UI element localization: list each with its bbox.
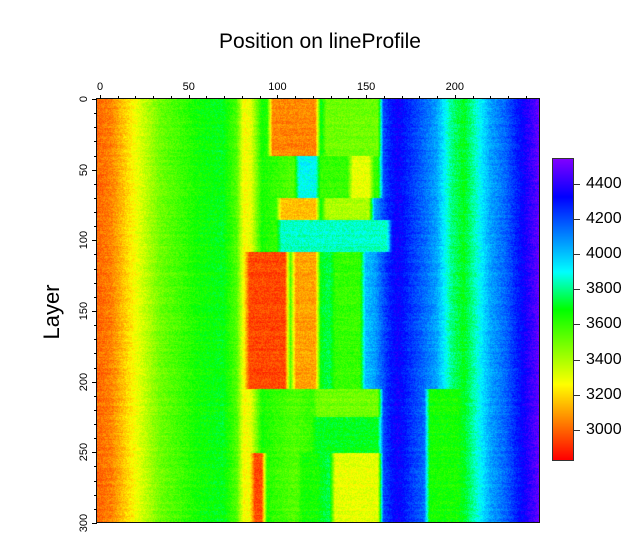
x-tick <box>525 96 527 99</box>
y-tick-label: 200 <box>78 372 90 391</box>
y-tick <box>94 508 97 510</box>
x-tick-label: 0 <box>96 81 104 93</box>
x-tick-label: 100 <box>268 81 287 93</box>
x-tick <box>117 96 119 99</box>
y-tick-label: 50 <box>78 163 90 176</box>
x-tick <box>259 96 261 99</box>
colorbar-tick-label: 3800 <box>586 280 622 298</box>
y-tick <box>94 155 97 157</box>
x-tick-label: 50 <box>182 81 195 93</box>
colorbar-tick <box>574 359 580 361</box>
y-tick <box>94 353 97 355</box>
y-tick <box>94 282 97 284</box>
colorbar-tick-label: 4200 <box>586 209 622 227</box>
x-tick-label: 150 <box>356 81 376 93</box>
y-tick-label: 0 <box>78 95 90 103</box>
y-tick <box>94 254 97 256</box>
colorbar-tick <box>574 394 580 396</box>
x-tick <box>312 96 314 99</box>
x-tick <box>100 95 101 99</box>
y-tick <box>92 169 97 171</box>
y-tick <box>94 466 97 468</box>
y-tick <box>94 141 97 143</box>
y-tick <box>94 226 97 228</box>
y-tick-label: 250 <box>78 443 90 462</box>
x-tick <box>490 96 492 99</box>
colorbar-tick-label: 3600 <box>586 315 622 333</box>
y-tick-label: 300 <box>78 513 90 533</box>
x-tick <box>241 96 243 99</box>
colorbar-tick-label: 3400 <box>586 350 622 368</box>
y-tick <box>94 480 97 482</box>
colorbar-tick <box>574 254 580 256</box>
y-tick <box>92 240 97 242</box>
x-tick <box>401 96 403 99</box>
x-tick <box>295 96 297 99</box>
y-tick <box>92 452 97 454</box>
y-tick <box>94 127 97 129</box>
colorbar <box>553 159 573 460</box>
colorbar-tick <box>574 183 580 185</box>
y-tick <box>94 367 97 369</box>
x-tick <box>383 96 385 99</box>
x-tick <box>170 96 172 99</box>
y-tick-label: 100 <box>78 231 90 250</box>
x-tick <box>508 96 510 99</box>
colorbar-tick-label: 3200 <box>586 385 622 403</box>
x-tick <box>206 96 208 99</box>
y-tick-label: 150 <box>78 301 90 321</box>
colorbar-tick <box>574 218 580 220</box>
y-tick <box>94 113 97 115</box>
x-tick <box>472 96 474 99</box>
y-tick <box>94 409 97 411</box>
x-tick <box>437 96 439 99</box>
x-tick <box>348 96 350 99</box>
y-tick <box>94 339 97 341</box>
y-tick <box>94 438 97 440</box>
y-tick <box>92 523 97 524</box>
heatmap-plot-area <box>97 99 540 523</box>
colorbar-tick <box>574 430 580 432</box>
x-tick <box>224 96 226 99</box>
x-tick <box>419 96 421 99</box>
y-tick <box>94 325 97 327</box>
colorbar-tick-label: 3000 <box>586 421 622 439</box>
y-tick <box>92 99 97 100</box>
y-tick <box>92 381 97 383</box>
y-tick <box>94 183 97 185</box>
y-tick <box>94 268 97 270</box>
x-tick <box>454 95 456 99</box>
x-tick <box>366 95 368 99</box>
y-tick <box>92 311 97 312</box>
colorbar-tick-label: 4000 <box>586 245 622 263</box>
chart-title: Position on lineProfile <box>219 30 421 53</box>
x-tick <box>330 96 332 99</box>
x-tick <box>135 96 137 99</box>
y-tick <box>94 424 97 426</box>
y-tick <box>94 494 97 496</box>
y-tick <box>94 197 97 199</box>
colorbar-tick-label: 4400 <box>586 174 622 192</box>
x-tick <box>188 95 190 99</box>
x-tick <box>153 96 155 99</box>
y-tick <box>94 212 97 214</box>
colorbar-tick <box>574 324 580 326</box>
x-tick-label: 200 <box>445 81 465 93</box>
x-tick <box>277 95 279 99</box>
y-tick <box>94 296 97 298</box>
colorbar-tick <box>574 289 580 291</box>
y-axis-label: Layer <box>39 284 64 340</box>
y-tick <box>94 395 97 397</box>
